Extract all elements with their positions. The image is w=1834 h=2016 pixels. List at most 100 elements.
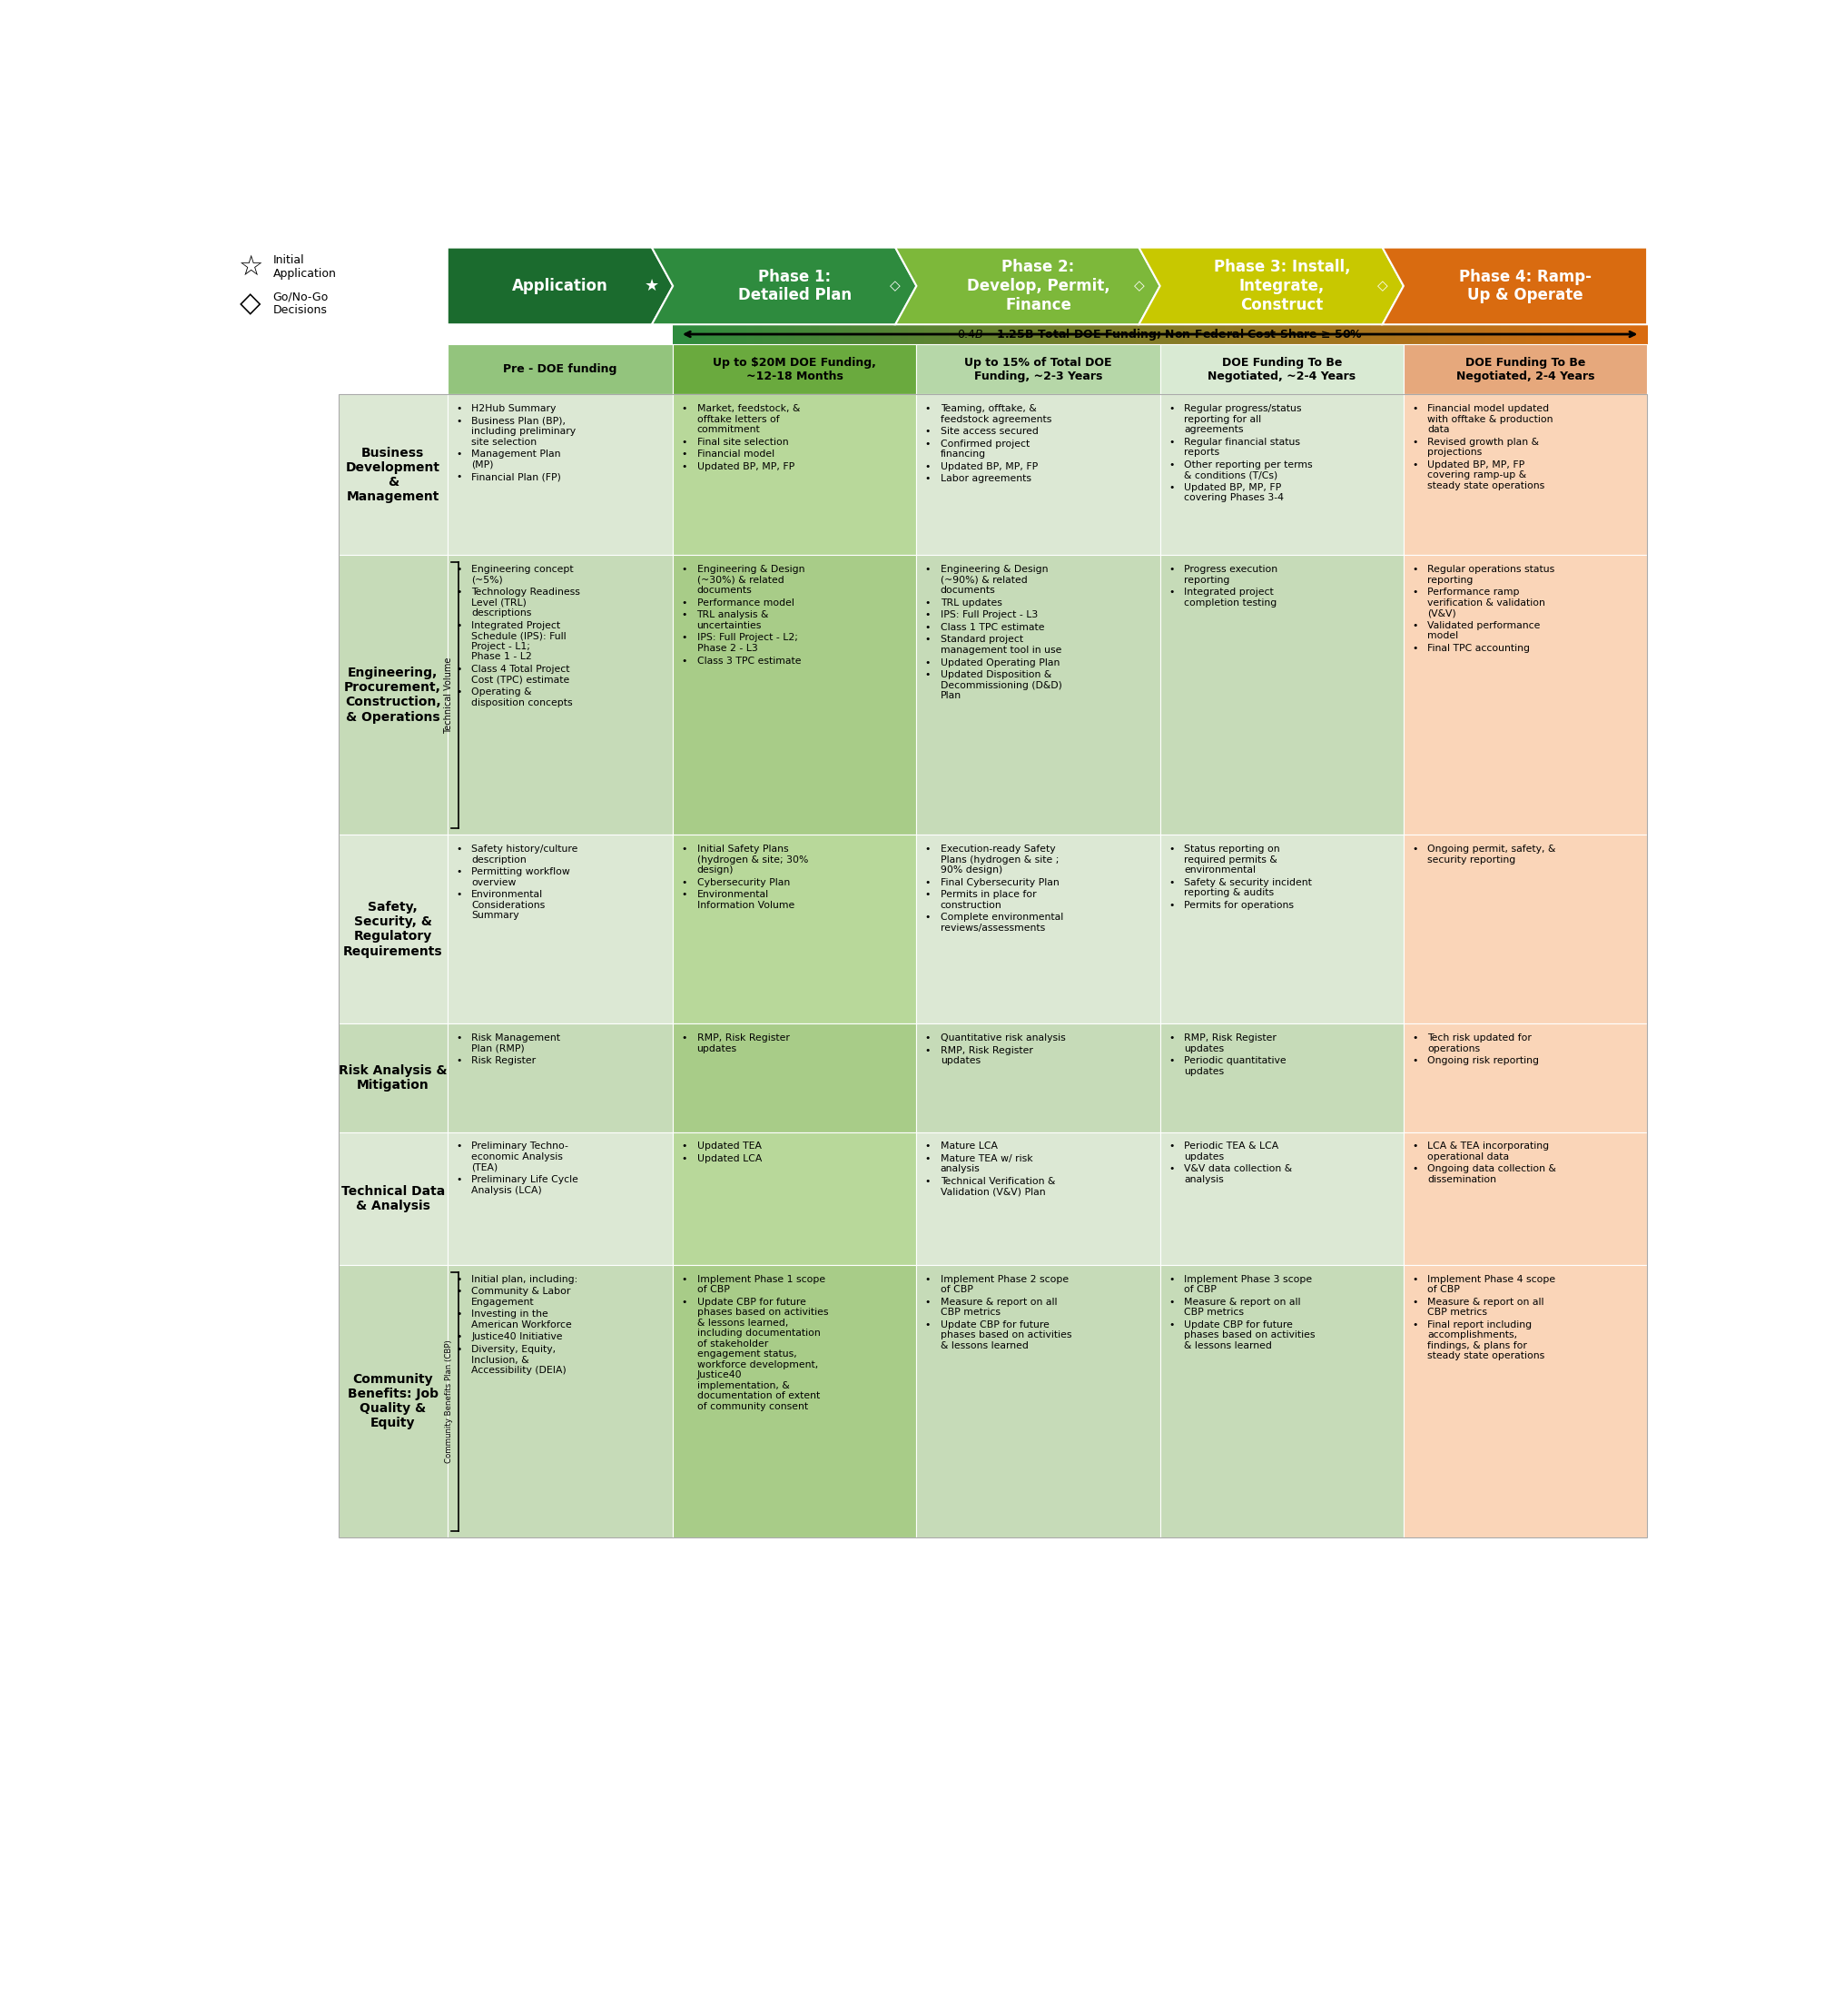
Bar (917, 1024, 1159, 1133)
Text: (V&V): (V&V) (1427, 609, 1456, 617)
Text: RMP, Risk Register: RMP, Risk Register (1185, 1034, 1276, 1042)
Bar (1159, 554, 1403, 835)
Text: •: • (682, 1274, 688, 1284)
Text: •: • (1168, 460, 1174, 470)
Bar (1583, 325, 1590, 345)
Bar (337, 395, 447, 554)
Bar (1607, 325, 1616, 345)
Bar (827, 325, 836, 345)
Bar (1640, 325, 1647, 345)
Bar (934, 325, 941, 345)
Text: engagement status,: engagement status, (697, 1351, 796, 1359)
Bar (1500, 325, 1509, 345)
Bar (867, 325, 877, 345)
Text: •: • (924, 1046, 930, 1054)
Bar (1460, 325, 1469, 345)
Text: Technology Readiness: Technology Readiness (471, 589, 580, 597)
Bar (1289, 325, 1298, 345)
Bar (1031, 325, 1038, 345)
Text: •: • (682, 891, 688, 899)
Text: •: • (682, 599, 688, 607)
Text: •: • (1168, 1320, 1174, 1329)
Text: Class 1 TPC estimate: Class 1 TPC estimate (941, 623, 1044, 631)
Text: •: • (1412, 403, 1418, 413)
Text: •: • (1412, 1298, 1418, 1306)
Text: •: • (682, 403, 688, 413)
Text: •: • (924, 439, 930, 448)
Text: •: • (1412, 643, 1418, 653)
Bar (1216, 325, 1225, 345)
Text: •: • (924, 877, 930, 887)
Bar (1379, 325, 1388, 345)
Bar (337, 1133, 447, 1264)
Text: construction: construction (941, 901, 1001, 909)
Bar (1306, 325, 1315, 345)
Text: of community consent: of community consent (697, 1401, 807, 1411)
Text: Risk Management: Risk Management (471, 1034, 559, 1042)
Text: Inclusion, &: Inclusion, & (471, 1355, 528, 1365)
Text: •: • (682, 1034, 688, 1042)
Text: Site access secured: Site access secured (941, 427, 1038, 435)
Bar (1403, 345, 1647, 395)
Bar (447, 345, 673, 395)
Text: •: • (924, 427, 930, 435)
Text: Level (TRL): Level (TRL) (471, 599, 526, 607)
Text: Mature LCA: Mature LCA (941, 1141, 998, 1151)
Text: Updated Disposition &: Updated Disposition & (941, 671, 1051, 679)
Text: •: • (457, 1274, 462, 1284)
Bar (1403, 554, 1647, 835)
Text: Final TPC accounting: Final TPC accounting (1427, 643, 1530, 653)
Bar (1128, 325, 1137, 345)
Text: ★: ★ (644, 278, 658, 294)
Bar (1144, 325, 1152, 345)
Text: •: • (924, 1155, 930, 1163)
Bar (908, 325, 917, 345)
Text: •: • (924, 1141, 930, 1151)
Bar (1599, 325, 1607, 345)
Text: design): design) (697, 865, 734, 875)
Text: •: • (924, 1034, 930, 1042)
Bar (891, 325, 900, 345)
Text: Schedule (IPS): Full: Schedule (IPS): Full (471, 631, 567, 641)
Bar (737, 325, 746, 345)
Text: Accessibility (DEIA): Accessibility (DEIA) (471, 1367, 567, 1375)
Text: •: • (682, 655, 688, 665)
Text: •: • (924, 1274, 930, 1284)
Bar (673, 1133, 917, 1264)
Text: covering Phases 3-4: covering Phases 3-4 (1185, 494, 1284, 502)
Text: •: • (682, 437, 688, 446)
Text: •: • (924, 845, 930, 853)
Text: Updated Operating Plan: Updated Operating Plan (941, 657, 1060, 667)
Text: phases based on activities: phases based on activities (697, 1308, 827, 1316)
Text: Up to $20M DOE Funding,
~12-18 Months: Up to $20M DOE Funding, ~12-18 Months (713, 357, 877, 381)
Bar (1159, 1133, 1403, 1264)
Text: Teaming, offtake, &: Teaming, offtake, & (941, 403, 1036, 413)
Text: Updated BP, MP, FP: Updated BP, MP, FP (1427, 460, 1524, 470)
Text: Mature TEA w/ risk: Mature TEA w/ risk (941, 1155, 1033, 1163)
Text: model: model (1427, 631, 1458, 641)
Bar (1322, 325, 1331, 345)
Text: Labor agreements: Labor agreements (941, 474, 1031, 484)
Bar (1047, 325, 1055, 345)
Text: •: • (682, 462, 688, 472)
Text: Integrated Project: Integrated Project (471, 621, 561, 631)
Bar (1469, 325, 1478, 345)
Text: uncertainties: uncertainties (697, 621, 761, 631)
Text: •: • (924, 891, 930, 899)
Bar (337, 835, 447, 1024)
Text: reports: reports (1185, 448, 1220, 458)
Text: environmental: environmental (1185, 865, 1256, 875)
Bar (1339, 325, 1348, 345)
Text: •: • (457, 621, 462, 631)
Text: •: • (1412, 1141, 1418, 1151)
Text: reporting: reporting (1427, 575, 1473, 585)
Text: of CBP: of CBP (697, 1284, 730, 1294)
Bar (447, 554, 673, 835)
Text: Implement Phase 1 scope: Implement Phase 1 scope (697, 1274, 825, 1284)
Text: financing: financing (941, 450, 987, 460)
Text: •: • (1168, 1165, 1174, 1173)
Bar (820, 325, 827, 345)
Text: Validated performance: Validated performance (1427, 621, 1541, 631)
Text: •: • (924, 1298, 930, 1306)
Text: Phase 2 - L3: Phase 2 - L3 (697, 643, 757, 653)
